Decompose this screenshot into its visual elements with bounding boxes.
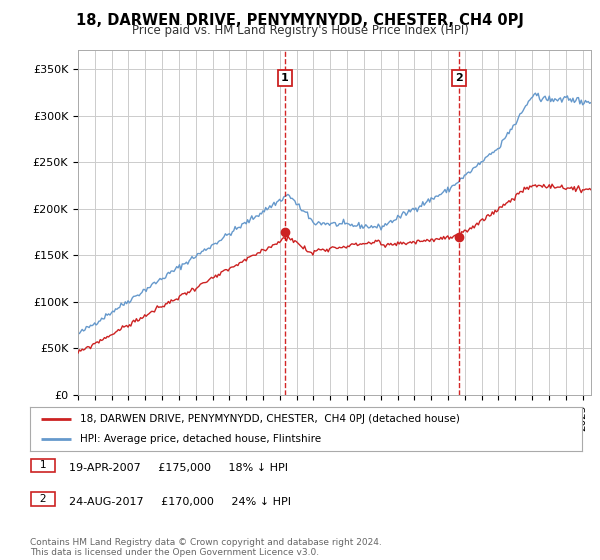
Text: Contains HM Land Registry data © Crown copyright and database right 2024.
This d: Contains HM Land Registry data © Crown c… (30, 538, 382, 557)
Text: 1: 1 (33, 460, 53, 470)
Text: 1: 1 (281, 73, 289, 83)
Text: 24-AUG-2017     £170,000     24% ↓ HPI: 24-AUG-2017 £170,000 24% ↓ HPI (69, 497, 291, 507)
Text: Price paid vs. HM Land Registry's House Price Index (HPI): Price paid vs. HM Land Registry's House … (131, 24, 469, 36)
Text: 2: 2 (33, 494, 53, 504)
Text: HPI: Average price, detached house, Flintshire: HPI: Average price, detached house, Flin… (80, 433, 321, 444)
Text: 19-APR-2007     £175,000     18% ↓ HPI: 19-APR-2007 £175,000 18% ↓ HPI (69, 463, 288, 473)
Text: 2: 2 (455, 73, 463, 83)
Text: 18, DARWEN DRIVE, PENYMYNYDD, CHESTER,  CH4 0PJ (detached house): 18, DARWEN DRIVE, PENYMYNYDD, CHESTER, C… (80, 414, 460, 424)
Text: 18, DARWEN DRIVE, PENYMYNYDD, CHESTER, CH4 0PJ: 18, DARWEN DRIVE, PENYMYNYDD, CHESTER, C… (76, 13, 524, 28)
